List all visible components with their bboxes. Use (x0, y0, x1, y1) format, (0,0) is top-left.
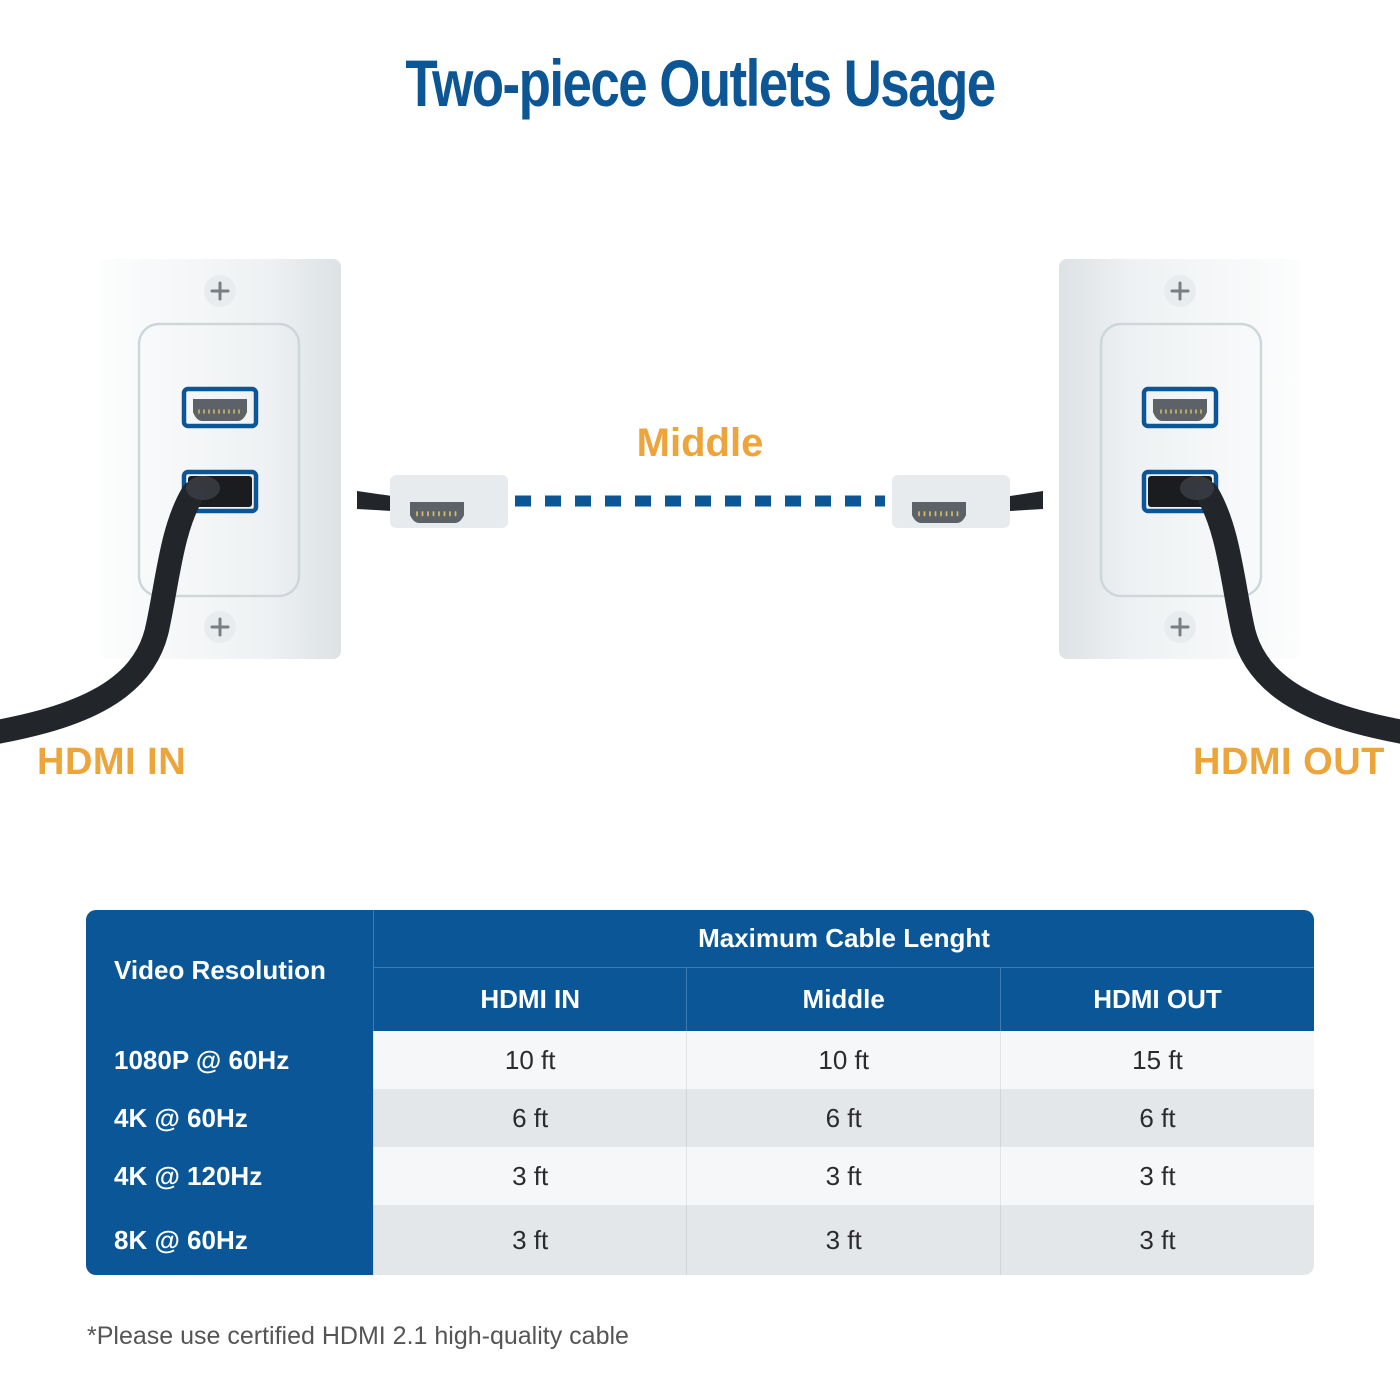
svg-text:HDMI OUT: HDMI OUT (1193, 741, 1385, 783)
svg-text:HDMI IN: HDMI IN (37, 741, 186, 783)
svg-text:Middle: Middle (637, 421, 764, 465)
